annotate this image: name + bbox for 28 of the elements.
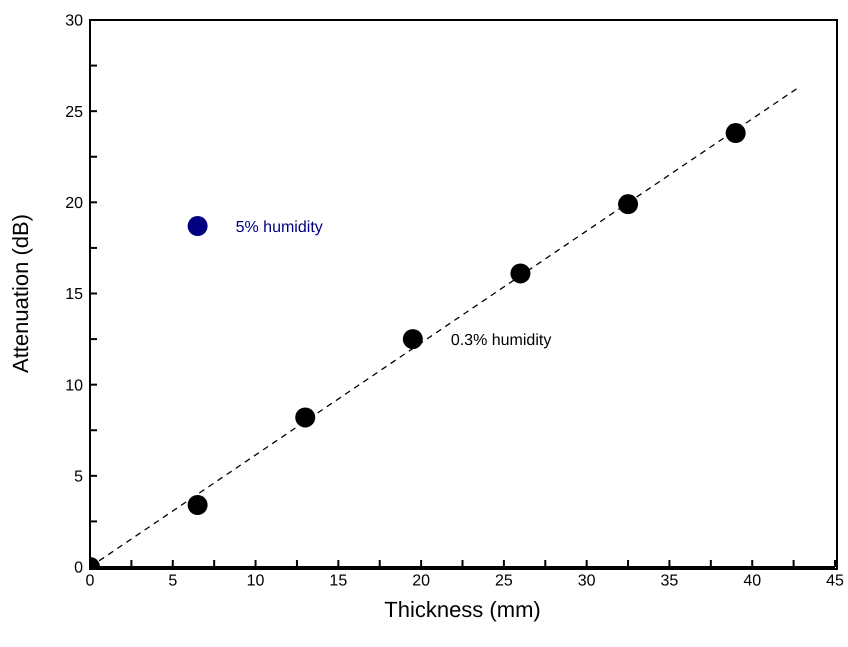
- x-tick-label: 30: [578, 572, 596, 590]
- series-label: 5% humidity: [236, 219, 323, 236]
- x-tick-label: 5: [168, 572, 178, 590]
- y-tick-label: 15: [65, 286, 84, 304]
- point: [618, 194, 638, 214]
- point: [726, 123, 746, 144]
- x-axis-title: Thickness (mm): [384, 597, 541, 622]
- y-tick-label: 5: [74, 468, 84, 486]
- x-tick-label: 35: [660, 572, 678, 590]
- x-tick-label: 15: [329, 572, 348, 590]
- point: [188, 495, 208, 516]
- x-tick-label: 10: [246, 572, 265, 590]
- point: [188, 216, 208, 236]
- x-tick-label: 25: [494, 572, 513, 590]
- x-tick-label: 0: [86, 572, 95, 590]
- x-tick-label: 40: [743, 572, 762, 590]
- y-tick-label: 20: [65, 195, 84, 212]
- x-tick-label: 20: [412, 572, 430, 590]
- series-label: 0.3% humidity: [450, 332, 552, 350]
- point: [295, 407, 316, 428]
- point: [510, 263, 530, 284]
- point: [402, 329, 423, 350]
- y-tick-label: 25: [65, 104, 84, 121]
- y-axis-title: Attenuation (dB): [8, 214, 33, 373]
- y-tick-label: 10: [65, 377, 84, 394]
- x-tick-label: 45: [826, 572, 844, 590]
- y-tick-label: 30: [65, 12, 84, 30]
- y-tick-label: 0: [74, 560, 84, 577]
